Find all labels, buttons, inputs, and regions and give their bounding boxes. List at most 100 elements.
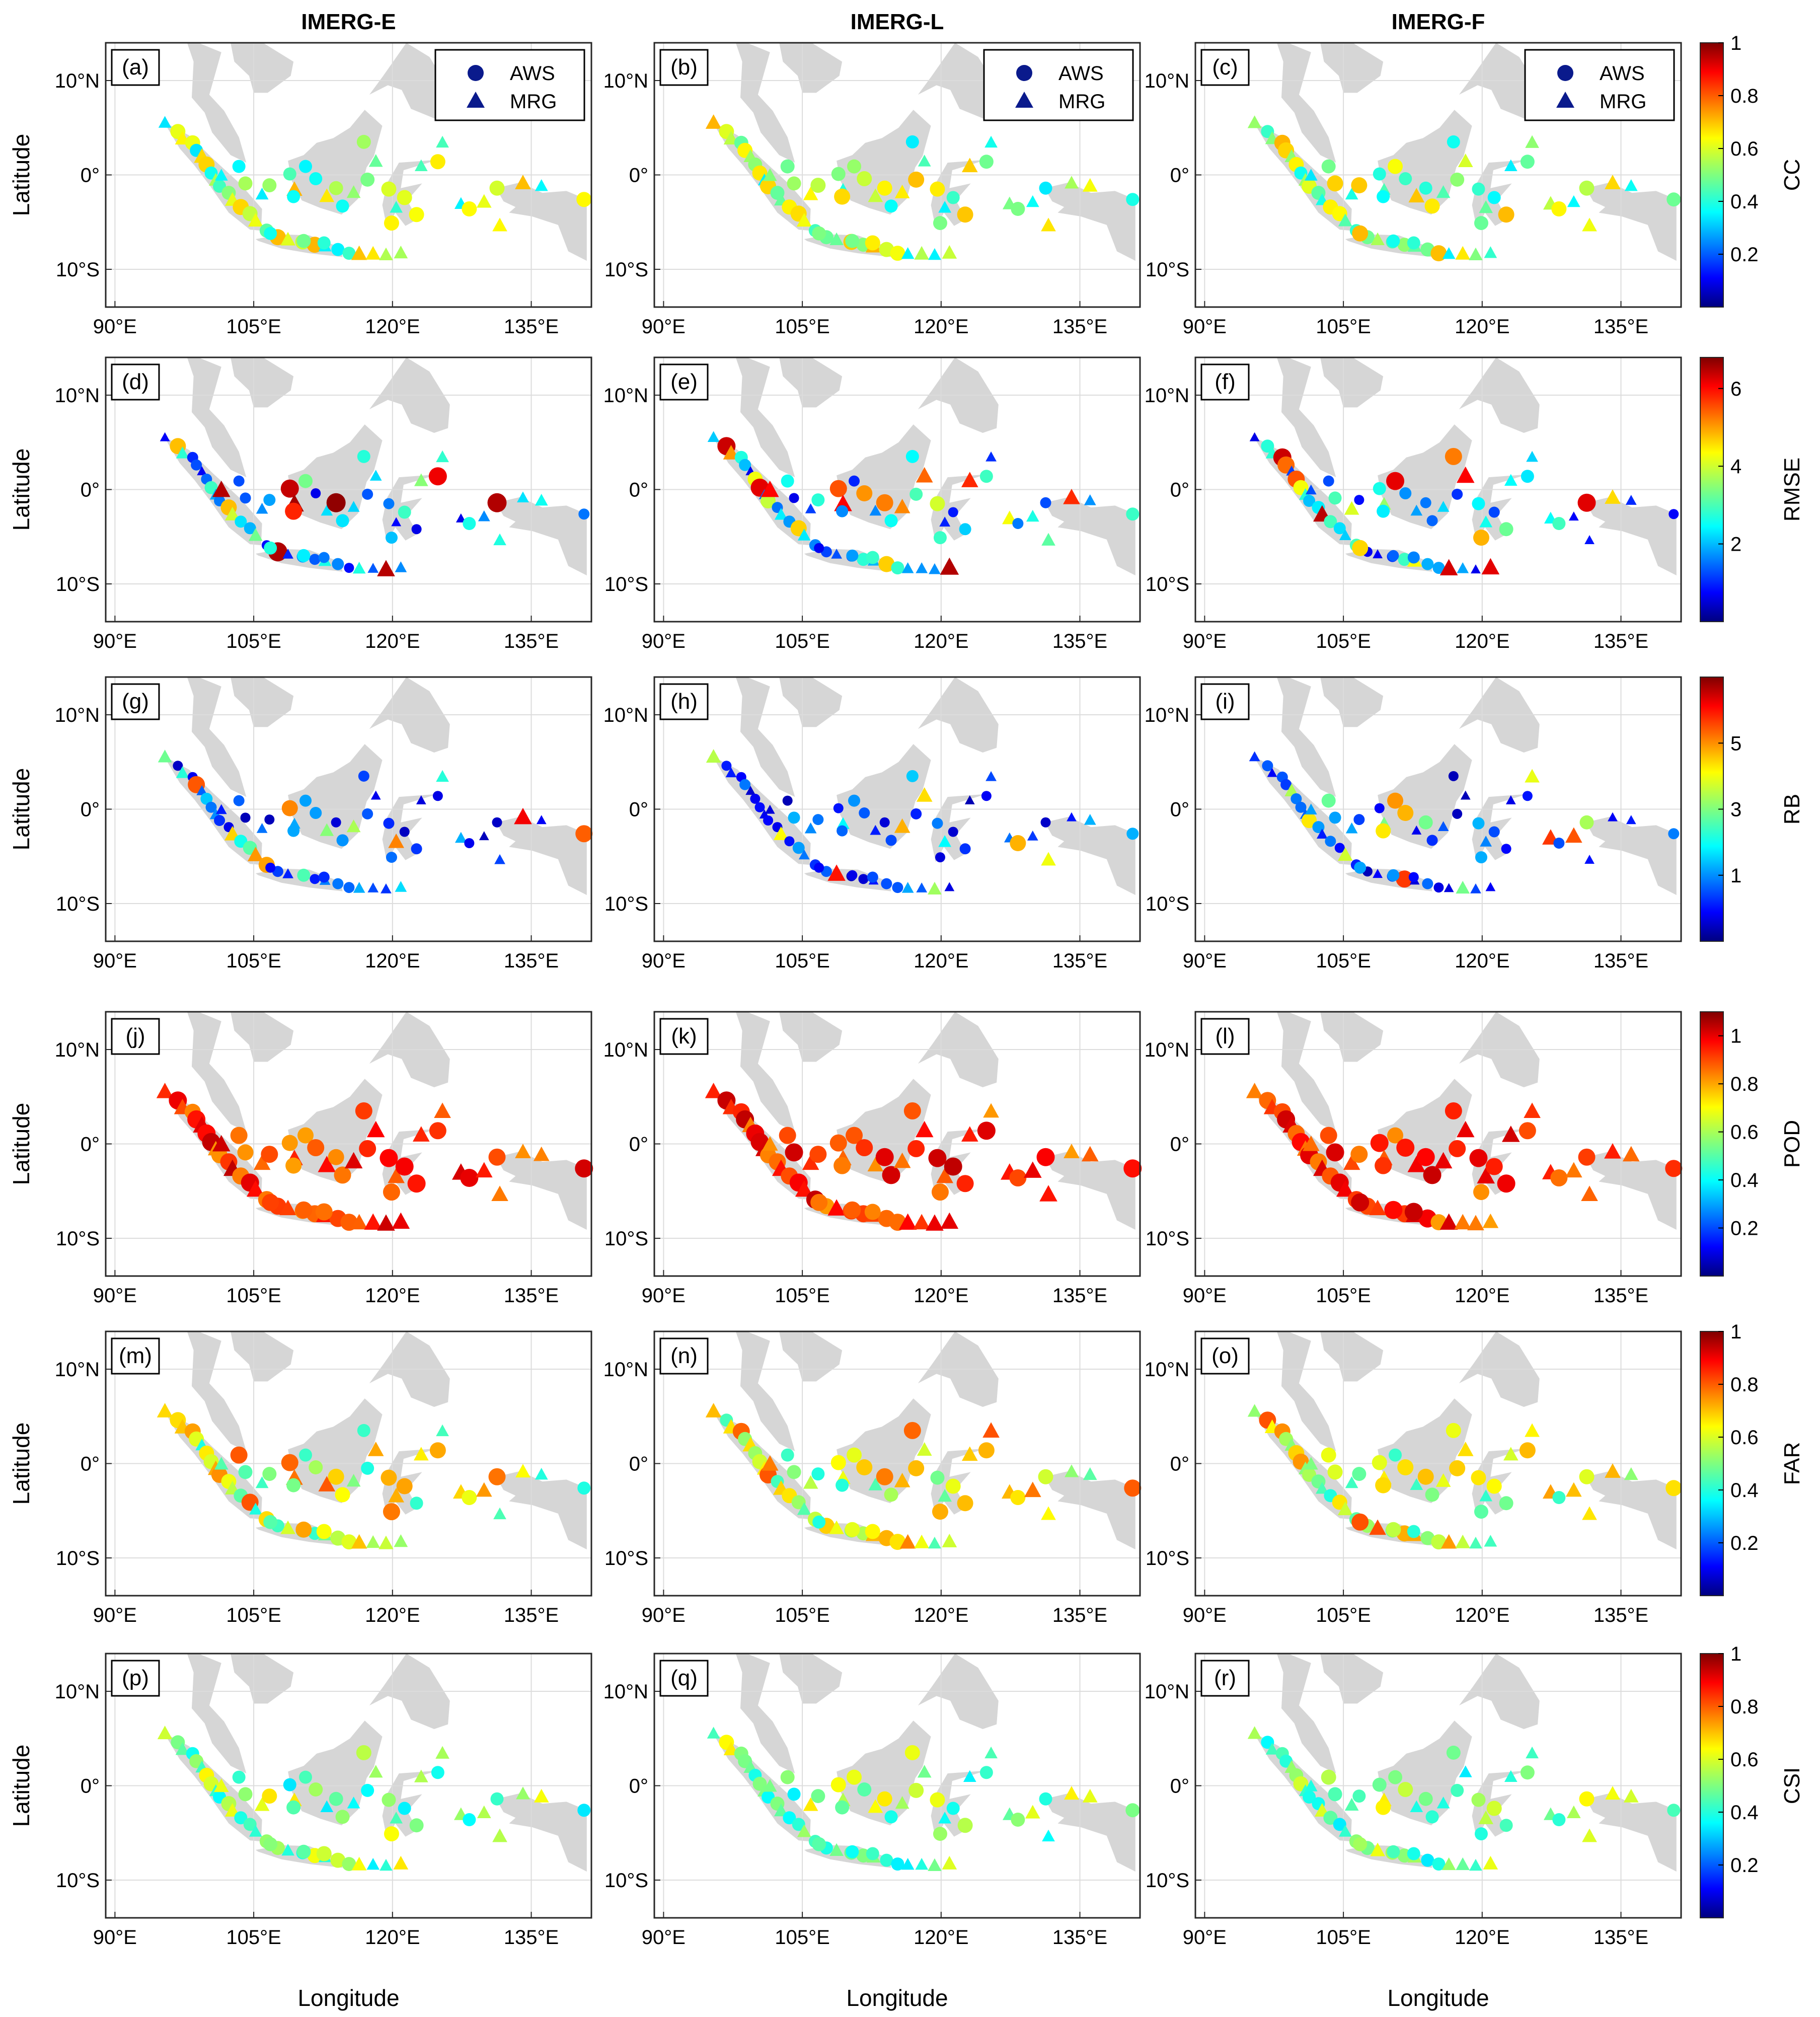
- station-mrg-marker: [1444, 883, 1454, 892]
- x-tick-label: 135°E: [1052, 1926, 1107, 1949]
- colorbar-rmse: 2 4 6 RMSE: [1700, 357, 1804, 622]
- station-aws-marker: [930, 181, 945, 197]
- station-mrg-marker: [1247, 1404, 1262, 1417]
- panel-l: 90°E 105°E 120°E 135°E 10°N 0° 10°S (l): [1145, 1011, 1683, 1307]
- station-mrg-marker: [1457, 562, 1469, 573]
- x-tick-label: 135°E: [1594, 1604, 1648, 1626]
- station-aws-marker: [810, 178, 826, 193]
- station-aws-marker: [1472, 497, 1485, 510]
- panel-label: (c): [1212, 55, 1238, 80]
- station-aws-marker: [1321, 1447, 1336, 1463]
- y-tick-label: 10°S: [604, 573, 648, 595]
- station-aws-marker: [1487, 191, 1501, 204]
- x-tick-label: 135°E: [504, 1604, 559, 1626]
- y-axis-label: Latitude: [8, 1103, 34, 1185]
- station-aws-marker: [930, 1792, 945, 1808]
- station-mrg-marker: [414, 1769, 428, 1782]
- station-mrg-marker: [928, 1536, 941, 1549]
- station-aws-marker: [1012, 518, 1024, 529]
- station-aws-marker: [781, 1448, 794, 1462]
- land-mass: [1276, 43, 1336, 163]
- station-mrg-marker: [1605, 1786, 1620, 1800]
- station-aws-marker: [316, 1524, 332, 1539]
- station-aws-marker: [1376, 823, 1391, 839]
- station-aws-marker: [812, 1515, 826, 1529]
- station-aws-marker: [1373, 482, 1386, 495]
- station-mrg-marker: [1316, 829, 1328, 839]
- station-aws-marker: [310, 874, 320, 884]
- station-aws-marker: [829, 480, 847, 497]
- station-mrg-marker: [1064, 1786, 1079, 1800]
- station-aws-marker: [1425, 1810, 1439, 1824]
- station-mrg-marker: [158, 750, 172, 763]
- station-aws-marker: [787, 1787, 801, 1801]
- station-aws-marker: [1422, 878, 1433, 889]
- station-aws-marker: [399, 827, 410, 837]
- x-tick-label: 120°E: [1455, 316, 1509, 338]
- station-aws-marker: [356, 1745, 371, 1760]
- station-aws-marker: [877, 1791, 892, 1807]
- station-aws-marker: [1433, 882, 1444, 893]
- x-tick-label: 120°E: [1455, 1604, 1509, 1626]
- land-mass: [1585, 816, 1677, 895]
- land-mass: [496, 1793, 587, 1872]
- panel-label: (i): [1215, 689, 1235, 714]
- station-mrg-marker: [279, 1200, 296, 1216]
- station-mrg-marker: [214, 1457, 229, 1470]
- station-aws-marker: [849, 475, 860, 487]
- station-aws-marker: [1475, 851, 1487, 864]
- panel-label: (k): [671, 1024, 697, 1049]
- land-mass: [1044, 1151, 1135, 1230]
- colorbar-tick-label: 0.6: [1730, 1749, 1759, 1771]
- station-aws-marker: [1450, 172, 1465, 187]
- land-mass: [1378, 1398, 1472, 1504]
- station-aws-marker: [1472, 182, 1485, 196]
- station-aws-marker: [328, 1149, 344, 1165]
- land-mass: [496, 816, 587, 895]
- station-aws-marker: [1387, 234, 1400, 248]
- panel-label: (h): [670, 689, 698, 714]
- station-mrg-marker: [280, 1520, 295, 1534]
- station-mrg-marker: [176, 446, 189, 459]
- station-aws-marker: [884, 199, 898, 213]
- panel-label: (m): [119, 1343, 152, 1368]
- station-mrg-marker: [1456, 466, 1475, 483]
- x-tick-label: 135°E: [1052, 1604, 1107, 1626]
- land-mass: [1585, 1151, 1677, 1230]
- station-aws-marker: [299, 1770, 313, 1784]
- station-aws-marker: [1579, 1469, 1595, 1484]
- station-mrg-marker: [248, 213, 263, 227]
- panel-label-box: [1200, 363, 1250, 401]
- station-aws-marker: [905, 135, 919, 148]
- station-mrg-marker: [1469, 1858, 1482, 1871]
- land-mass: [1276, 1654, 1336, 1774]
- station-mrg-marker: [901, 882, 914, 893]
- station-aws-marker: [329, 1791, 343, 1806]
- station-aws-marker: [1497, 1174, 1515, 1193]
- land-mass: [735, 43, 795, 163]
- station-mrg-marker: [1437, 821, 1449, 832]
- legend-aws-symbol: [468, 65, 484, 81]
- station-mrg-marker: [1025, 1805, 1040, 1819]
- x-tick-label: 90°E: [642, 1285, 686, 1307]
- station-mrg-marker: [346, 1474, 361, 1487]
- station-aws-marker: [1324, 515, 1337, 529]
- station-aws-marker: [1328, 1787, 1342, 1802]
- land-mass: [837, 744, 931, 849]
- station-aws-marker: [383, 1503, 400, 1521]
- land-mass: [1044, 1471, 1135, 1550]
- station-mrg-marker: [803, 1797, 818, 1811]
- station-mrg-marker: [1442, 1857, 1456, 1871]
- station-aws-marker: [309, 554, 321, 565]
- station-aws-marker: [410, 1497, 423, 1510]
- y-tick-label: 0°: [629, 1134, 648, 1156]
- panel-g: 90°E 105°E 120°E 135°E 10°N 0° 10°S (g) Latitude: [8, 676, 593, 972]
- station-aws-marker: [362, 488, 373, 500]
- station-aws-marker: [1553, 838, 1565, 849]
- station-mrg-marker: [1408, 188, 1425, 203]
- station-mrg-marker: [224, 506, 240, 520]
- station-aws-marker: [1262, 760, 1273, 772]
- land-mass: [837, 1721, 931, 1826]
- colorbar-tick-label: 0.8: [1730, 1073, 1759, 1095]
- station-aws-marker: [834, 188, 851, 205]
